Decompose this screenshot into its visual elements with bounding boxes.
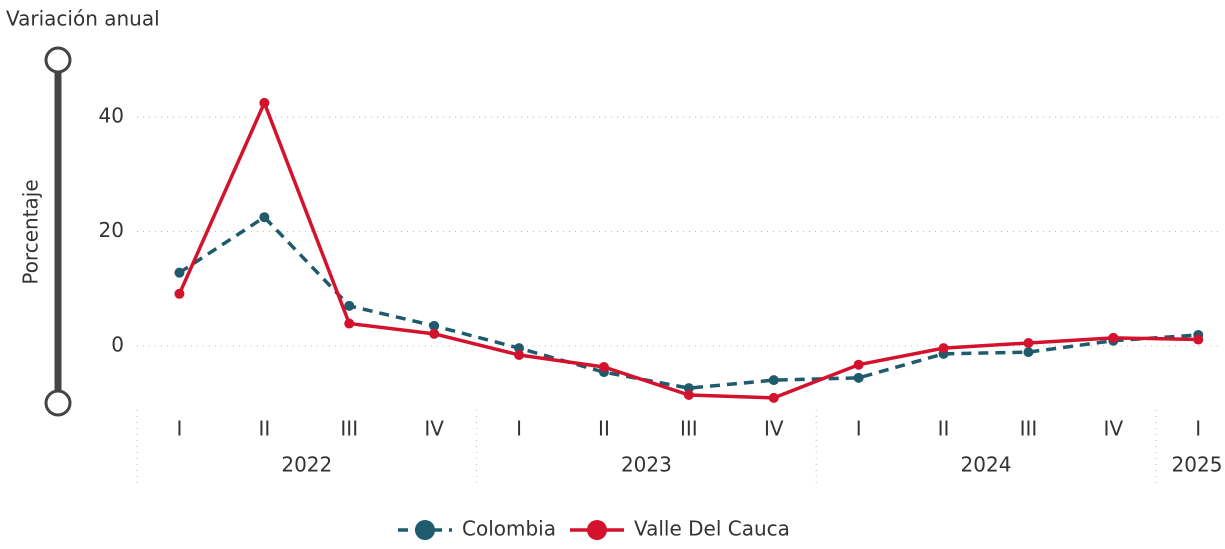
- series-line: [177, 101, 1199, 400]
- y-tick-label: 40: [99, 104, 124, 128]
- legend-marker: [586, 520, 607, 540]
- range-slider-knob: [44, 389, 72, 417]
- x-tick-label: III: [340, 417, 358, 441]
- legend-label: Colombia: [462, 517, 556, 541]
- data-point: [514, 349, 525, 360]
- x-tick-label: IV: [1104, 417, 1124, 441]
- x-tick-label: III: [680, 417, 698, 441]
- x-tick-label: IV: [424, 417, 444, 441]
- legend-marker: [415, 520, 435, 540]
- y-tick-label: 20: [99, 218, 124, 242]
- data-point: [174, 288, 185, 299]
- data-point: [1023, 337, 1034, 348]
- series-line: [178, 215, 1199, 390]
- range-slider-knob: [44, 46, 72, 74]
- x-tick-label: II: [258, 417, 270, 441]
- data-point: [768, 375, 779, 386]
- x-tick-label: III: [1020, 417, 1038, 441]
- data-point: [768, 392, 779, 403]
- data-point: [1193, 334, 1204, 345]
- x-group-label: 2022: [281, 453, 332, 477]
- x-tick-label: I: [516, 417, 522, 441]
- data-point: [683, 389, 694, 400]
- data-point: [429, 320, 440, 331]
- data-point: [514, 343, 525, 354]
- chart-title: Variación anual: [6, 7, 160, 31]
- data-point: [344, 318, 355, 329]
- data-point: [1108, 332, 1119, 343]
- data-point: [598, 361, 609, 372]
- x-tick-label: II: [598, 417, 610, 441]
- y-tick-label: 0: [111, 332, 124, 356]
- data-point: [344, 300, 355, 311]
- data-point: [259, 212, 270, 223]
- x-tick-label: I: [176, 417, 182, 441]
- data-point: [1023, 347, 1034, 358]
- x-group-label: 2025: [1172, 453, 1223, 477]
- legend-label: Valle Del Cauca: [634, 517, 790, 541]
- data-point: [938, 343, 949, 354]
- x-group-label: 2024: [961, 453, 1012, 477]
- data-point: [429, 328, 440, 339]
- data-point: [683, 383, 694, 394]
- data-point: [853, 372, 864, 383]
- x-tick-label: I: [1195, 417, 1201, 441]
- x-group-label: 2023: [621, 453, 672, 477]
- x-tick-label: I: [856, 417, 862, 441]
- y-axis-title: Porcentaje: [19, 179, 43, 284]
- data-point: [259, 97, 270, 108]
- x-tick-label: IV: [764, 417, 784, 441]
- x-tick-label: II: [938, 417, 950, 441]
- data-point: [853, 359, 864, 370]
- data-point: [174, 267, 185, 278]
